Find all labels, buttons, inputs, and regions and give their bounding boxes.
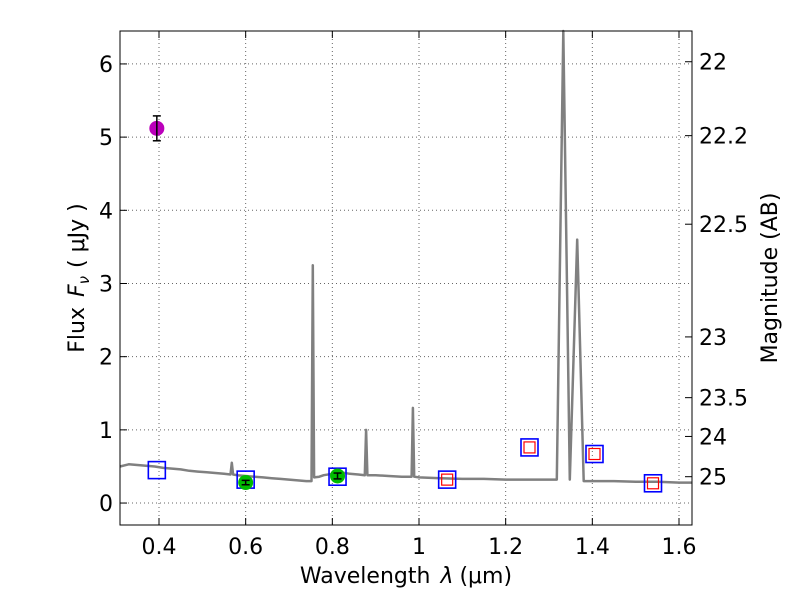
y2-axis-label: Magnitude (AB) xyxy=(758,193,783,364)
y-tick-label: 6 xyxy=(99,53,113,78)
y-axis-label: Flux Fν ( μJy ) xyxy=(65,203,93,352)
model-square xyxy=(643,473,663,493)
model-square xyxy=(437,470,457,489)
y-tick-label: 4 xyxy=(99,199,113,224)
x-axis-label-unit: (μm) xyxy=(459,564,512,589)
y-axis-label-symbol: F xyxy=(65,284,90,297)
y-tick-label: 2 xyxy=(99,346,113,371)
x-axis-label: Wavelength λ (μm) xyxy=(300,564,512,589)
y-tick-label: 1 xyxy=(99,419,113,444)
x-tick-label: 0.4 xyxy=(142,535,177,560)
model-square xyxy=(585,444,604,464)
observed-photometry xyxy=(149,115,346,491)
x-axis-ticks: 0.4 0.6 0.8 1 1.2 1.4 1.6 xyxy=(142,31,697,560)
x-tick-label: 1 xyxy=(412,535,426,560)
x-tick-label: 1.6 xyxy=(662,535,697,560)
x-axis-label-symbol: λ xyxy=(439,564,453,589)
y2-tick-label: 23.5 xyxy=(699,387,748,412)
y2-axis-ticks: 22 22.2 22.5 23 23.5 24 25 xyxy=(685,51,748,491)
y2-tick-label: 24 xyxy=(699,425,727,450)
x-tick-label: 1.4 xyxy=(575,535,610,560)
y-axis-label-subscript: ν xyxy=(75,276,93,284)
model-square xyxy=(147,460,167,480)
y2-tick-label: 23 xyxy=(699,326,727,351)
plot-area xyxy=(119,29,692,493)
x-axis-label-text: Wavelength xyxy=(300,564,431,589)
y2-tick-label: 22 xyxy=(699,51,727,76)
model-square xyxy=(328,467,347,486)
y2-tick-label: 22.2 xyxy=(699,125,748,150)
model-square xyxy=(520,438,539,457)
y2-tick-label: 22.5 xyxy=(699,213,748,238)
y-tick-label: 5 xyxy=(99,126,113,151)
model-square-inner xyxy=(523,441,536,454)
x-tick-label: 0.6 xyxy=(228,535,263,560)
model-photometry xyxy=(147,438,663,493)
grid xyxy=(120,31,692,525)
y-axis-label-unit: ( μJy ) xyxy=(65,203,90,268)
y-tick-label: 0 xyxy=(99,492,113,517)
y2-tick-label: 25 xyxy=(699,466,727,491)
model-square-inner xyxy=(588,447,601,461)
x-tick-label: 0.8 xyxy=(315,535,350,560)
y-axis-ticks: 0 1 2 3 4 5 6 xyxy=(99,53,127,517)
y-axis-label-text: Flux xyxy=(65,307,90,353)
y-tick-label: 3 xyxy=(99,272,113,297)
model-square-inner xyxy=(441,473,454,486)
x-tick-label: 1.2 xyxy=(488,535,523,560)
axes-frame xyxy=(119,30,693,526)
model-square-inner xyxy=(646,477,660,490)
